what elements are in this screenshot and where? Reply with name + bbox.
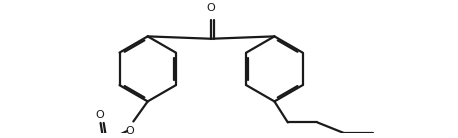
Text: O: O [96, 110, 104, 120]
Text: O: O [207, 3, 215, 13]
Text: O: O [125, 126, 134, 136]
